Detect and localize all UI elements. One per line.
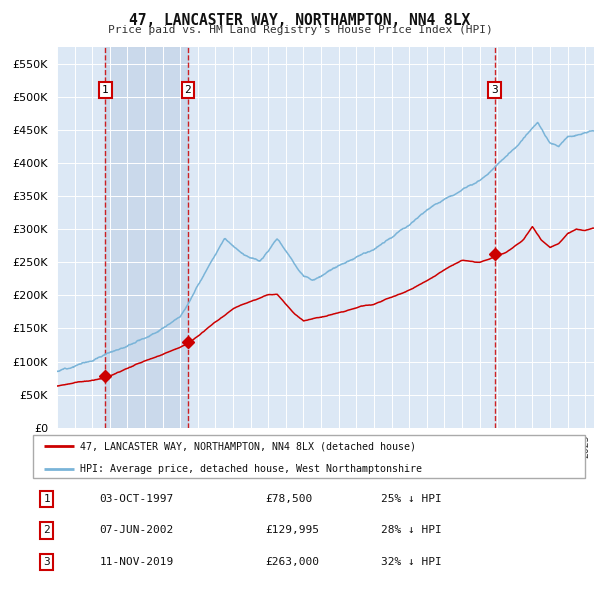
- Text: Price paid vs. HM Land Registry's House Price Index (HPI): Price paid vs. HM Land Registry's House …: [107, 25, 493, 35]
- Bar: [106, 47, 188, 428]
- Text: £78,500: £78,500: [265, 494, 312, 504]
- Text: £263,000: £263,000: [265, 557, 319, 567]
- Text: 28% ↓ HPI: 28% ↓ HPI: [381, 526, 442, 535]
- FancyBboxPatch shape: [33, 435, 585, 478]
- Text: 25% ↓ HPI: 25% ↓ HPI: [381, 494, 442, 504]
- Text: £129,995: £129,995: [265, 526, 319, 535]
- Text: 1: 1: [102, 85, 109, 95]
- Text: 11-NOV-2019: 11-NOV-2019: [99, 557, 173, 567]
- Text: 2: 2: [43, 526, 50, 535]
- Text: 47, LANCASTER WAY, NORTHAMPTON, NN4 8LX (detached house): 47, LANCASTER WAY, NORTHAMPTON, NN4 8LX …: [80, 441, 416, 451]
- Text: 3: 3: [43, 557, 50, 567]
- Text: 2: 2: [185, 85, 191, 95]
- Text: 1: 1: [43, 494, 50, 504]
- Text: 3: 3: [491, 85, 498, 95]
- Text: 07-JUN-2002: 07-JUN-2002: [99, 526, 173, 535]
- Text: 03-OCT-1997: 03-OCT-1997: [99, 494, 173, 504]
- Text: 32% ↓ HPI: 32% ↓ HPI: [381, 557, 442, 567]
- Text: 47, LANCASTER WAY, NORTHAMPTON, NN4 8LX: 47, LANCASTER WAY, NORTHAMPTON, NN4 8LX: [130, 13, 470, 28]
- Text: HPI: Average price, detached house, West Northamptonshire: HPI: Average price, detached house, West…: [80, 464, 422, 474]
